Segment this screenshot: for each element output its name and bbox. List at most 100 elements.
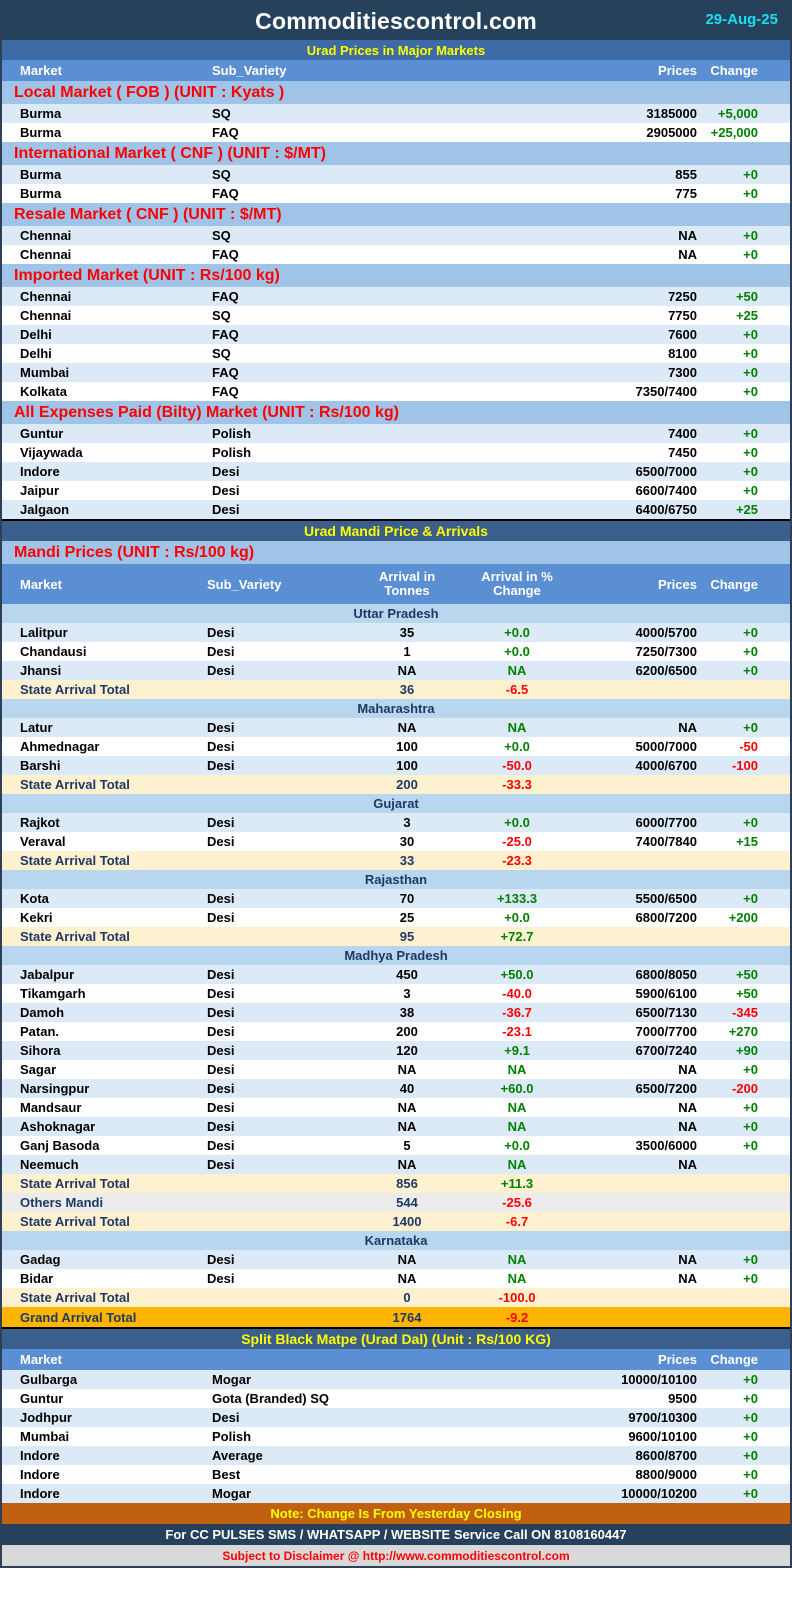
cell-sub-variety: Desi [207, 986, 235, 1001]
table-row: Ashoknagar Desi NA NA NA +0 [2, 1117, 790, 1136]
cell-price: 7300 [668, 365, 697, 380]
table-row: Chennai FAQ 7250 +50 [2, 287, 790, 306]
cell-arrival-tonnes: NA [397, 1271, 417, 1286]
cell-price: 6800/7200 [635, 910, 697, 925]
cell-arrival-pct: -23.1 [502, 1024, 532, 1039]
cell-market: Damoh [20, 1005, 65, 1020]
state-header-row: Gujarat [2, 794, 790, 813]
cell-price: 7250 [668, 289, 697, 304]
cell-change: +15 [735, 834, 758, 849]
cell-price: NA [678, 1062, 697, 1077]
site-title: Commoditiescontrol.com [255, 7, 537, 34]
cell-change: +0 [743, 167, 758, 182]
cell-market: Mumbai [20, 1429, 70, 1444]
col-prices: Prices [657, 576, 697, 592]
cell-sub-variety: Desi [207, 910, 235, 925]
table-row: Latur Desi NA NA NA +0 [2, 718, 790, 737]
cell-change: +25 [735, 308, 758, 323]
cell-change: +0 [743, 1467, 758, 1482]
cell-sub-variety: Average [212, 1448, 263, 1463]
cell-arrival-pct: +0.0 [504, 1138, 530, 1153]
cell-sub-variety: Desi [207, 1005, 235, 1020]
cell-arrival-pct: -25.0 [502, 834, 532, 849]
cell-arrival-pct: -36.7 [502, 1005, 532, 1020]
table-row: Kolkata FAQ 7350/7400 +0 [2, 382, 790, 401]
cell-market: Rajkot [20, 815, 60, 830]
dal-table-header: Market Prices Change [2, 1349, 790, 1370]
cell-change: +0 [743, 384, 758, 399]
table-row: Jabalpur Desi 450 +50.0 6800/8050 +50 [2, 965, 790, 984]
state-header-row: Uttar Pradesh [2, 604, 790, 623]
cell-market: Veraval [20, 834, 66, 849]
mandi-band-title: Urad Mandi Price & Arrivals [2, 519, 790, 541]
cell-total-label: State Arrival Total [20, 1176, 130, 1191]
cell-market: Delhi [20, 327, 52, 342]
state-arrival-total-row: State Arrival Total 0 -100.0 [2, 1288, 790, 1307]
cell-market: Jalgaon [20, 502, 70, 517]
cell-total-label: State Arrival Total [20, 853, 130, 868]
table-row: Narsingpur Desi 40 +60.0 6500/7200 -200 [2, 1079, 790, 1098]
cell-arrival-pct: NA [507, 1157, 527, 1172]
table-row: Barshi Desi 100 -50.0 4000/6700 -100 [2, 756, 790, 775]
table-row: Indore Desi 6500/7000 +0 [2, 462, 790, 481]
cell-sub-variety: SQ [212, 228, 231, 243]
cell-change: +0 [743, 720, 758, 735]
cell-sub-variety: Desi [207, 1062, 235, 1077]
cell-price: 7350/7400 [635, 384, 697, 399]
col-change: Change [710, 63, 758, 78]
cell-arrival-tonnes: 544 [396, 1195, 418, 1210]
col-arrival-tonnes: Arrival in Tonnes [378, 569, 436, 598]
cell-arrival-tonnes: NA [397, 1252, 417, 1267]
state-header-row: Karnataka [2, 1231, 790, 1250]
cell-arrival-pct: -25.6 [502, 1195, 532, 1210]
cell-arrival-pct: -100.0 [498, 1290, 536, 1305]
cell-price: 6500/7000 [635, 464, 697, 479]
section-title: Imported Market (UNIT : Rs/100 kg) [2, 264, 790, 287]
cell-change: -100 [731, 758, 758, 773]
cell-total-label: State Arrival Total [20, 1214, 130, 1229]
cell-arrival-tonnes: 3 [403, 815, 411, 830]
cell-sub-variety: Desi [207, 967, 235, 982]
cell-market: Patan. [20, 1024, 60, 1039]
footer-contact: For CC PULSES SMS / WHATSAPP / WEBSITE S… [2, 1524, 790, 1545]
cell-change: +5,000 [717, 106, 758, 121]
cell-market: Mumbai [20, 365, 70, 380]
cell-change: +0 [743, 247, 758, 262]
cell-market: Guntur [20, 426, 64, 441]
cell-market: Indore [20, 1448, 60, 1463]
cell-price: NA [678, 1157, 697, 1172]
cell-market: Narsingpur [20, 1081, 90, 1096]
cell-arrival-pct: +50.0 [500, 967, 534, 982]
table-row: Indore Mogar 10000/10200 +0 [2, 1484, 790, 1503]
cell-sub-variety: Polish [212, 445, 252, 460]
cell-price: 5000/7000 [635, 739, 697, 754]
cell-change: +0 [743, 891, 758, 906]
cell-market: Latur [20, 720, 53, 735]
cell-price: 9500 [668, 1391, 697, 1406]
cell-arrival-tonnes: 40 [399, 1081, 415, 1096]
cell-market: Burma [20, 167, 62, 182]
cell-change: +0 [743, 625, 758, 640]
cell-arrival-pct: -33.3 [502, 777, 532, 792]
cell-arrival-pct: -6.5 [505, 682, 529, 697]
cell-sub-variety: FAQ [212, 125, 239, 140]
cell-arrival-pct: +72.7 [500, 929, 534, 944]
cell-market: Chennai [20, 247, 72, 262]
cell-price: NA [678, 1252, 697, 1267]
table-row: Chandausi Desi 1 +0.0 7250/7300 +0 [2, 642, 790, 661]
table-row: Jodhpur Desi 9700/10300 +0 [2, 1408, 790, 1427]
cell-change: +0 [743, 327, 758, 342]
cell-market: Burma [20, 106, 62, 121]
cell-sub-variety: FAQ [212, 384, 239, 399]
table-row: Mumbai FAQ 7300 +0 [2, 363, 790, 382]
table-row: Patan. Desi 200 -23.1 7000/7700 +270 [2, 1022, 790, 1041]
cell-sub-variety: Polish [212, 1429, 252, 1444]
cell-price: 6400/6750 [635, 502, 697, 517]
state-header-row: Madhya Pradesh [2, 946, 790, 965]
cell-sub-variety: Desi [207, 891, 235, 906]
cell-price: 5900/6100 [635, 986, 697, 1001]
cell-arrival-tonnes: 5 [403, 1138, 411, 1153]
cell-change: +0 [743, 186, 758, 201]
cell-price: 7250/7300 [635, 644, 697, 659]
cell-change: +0 [743, 445, 758, 460]
